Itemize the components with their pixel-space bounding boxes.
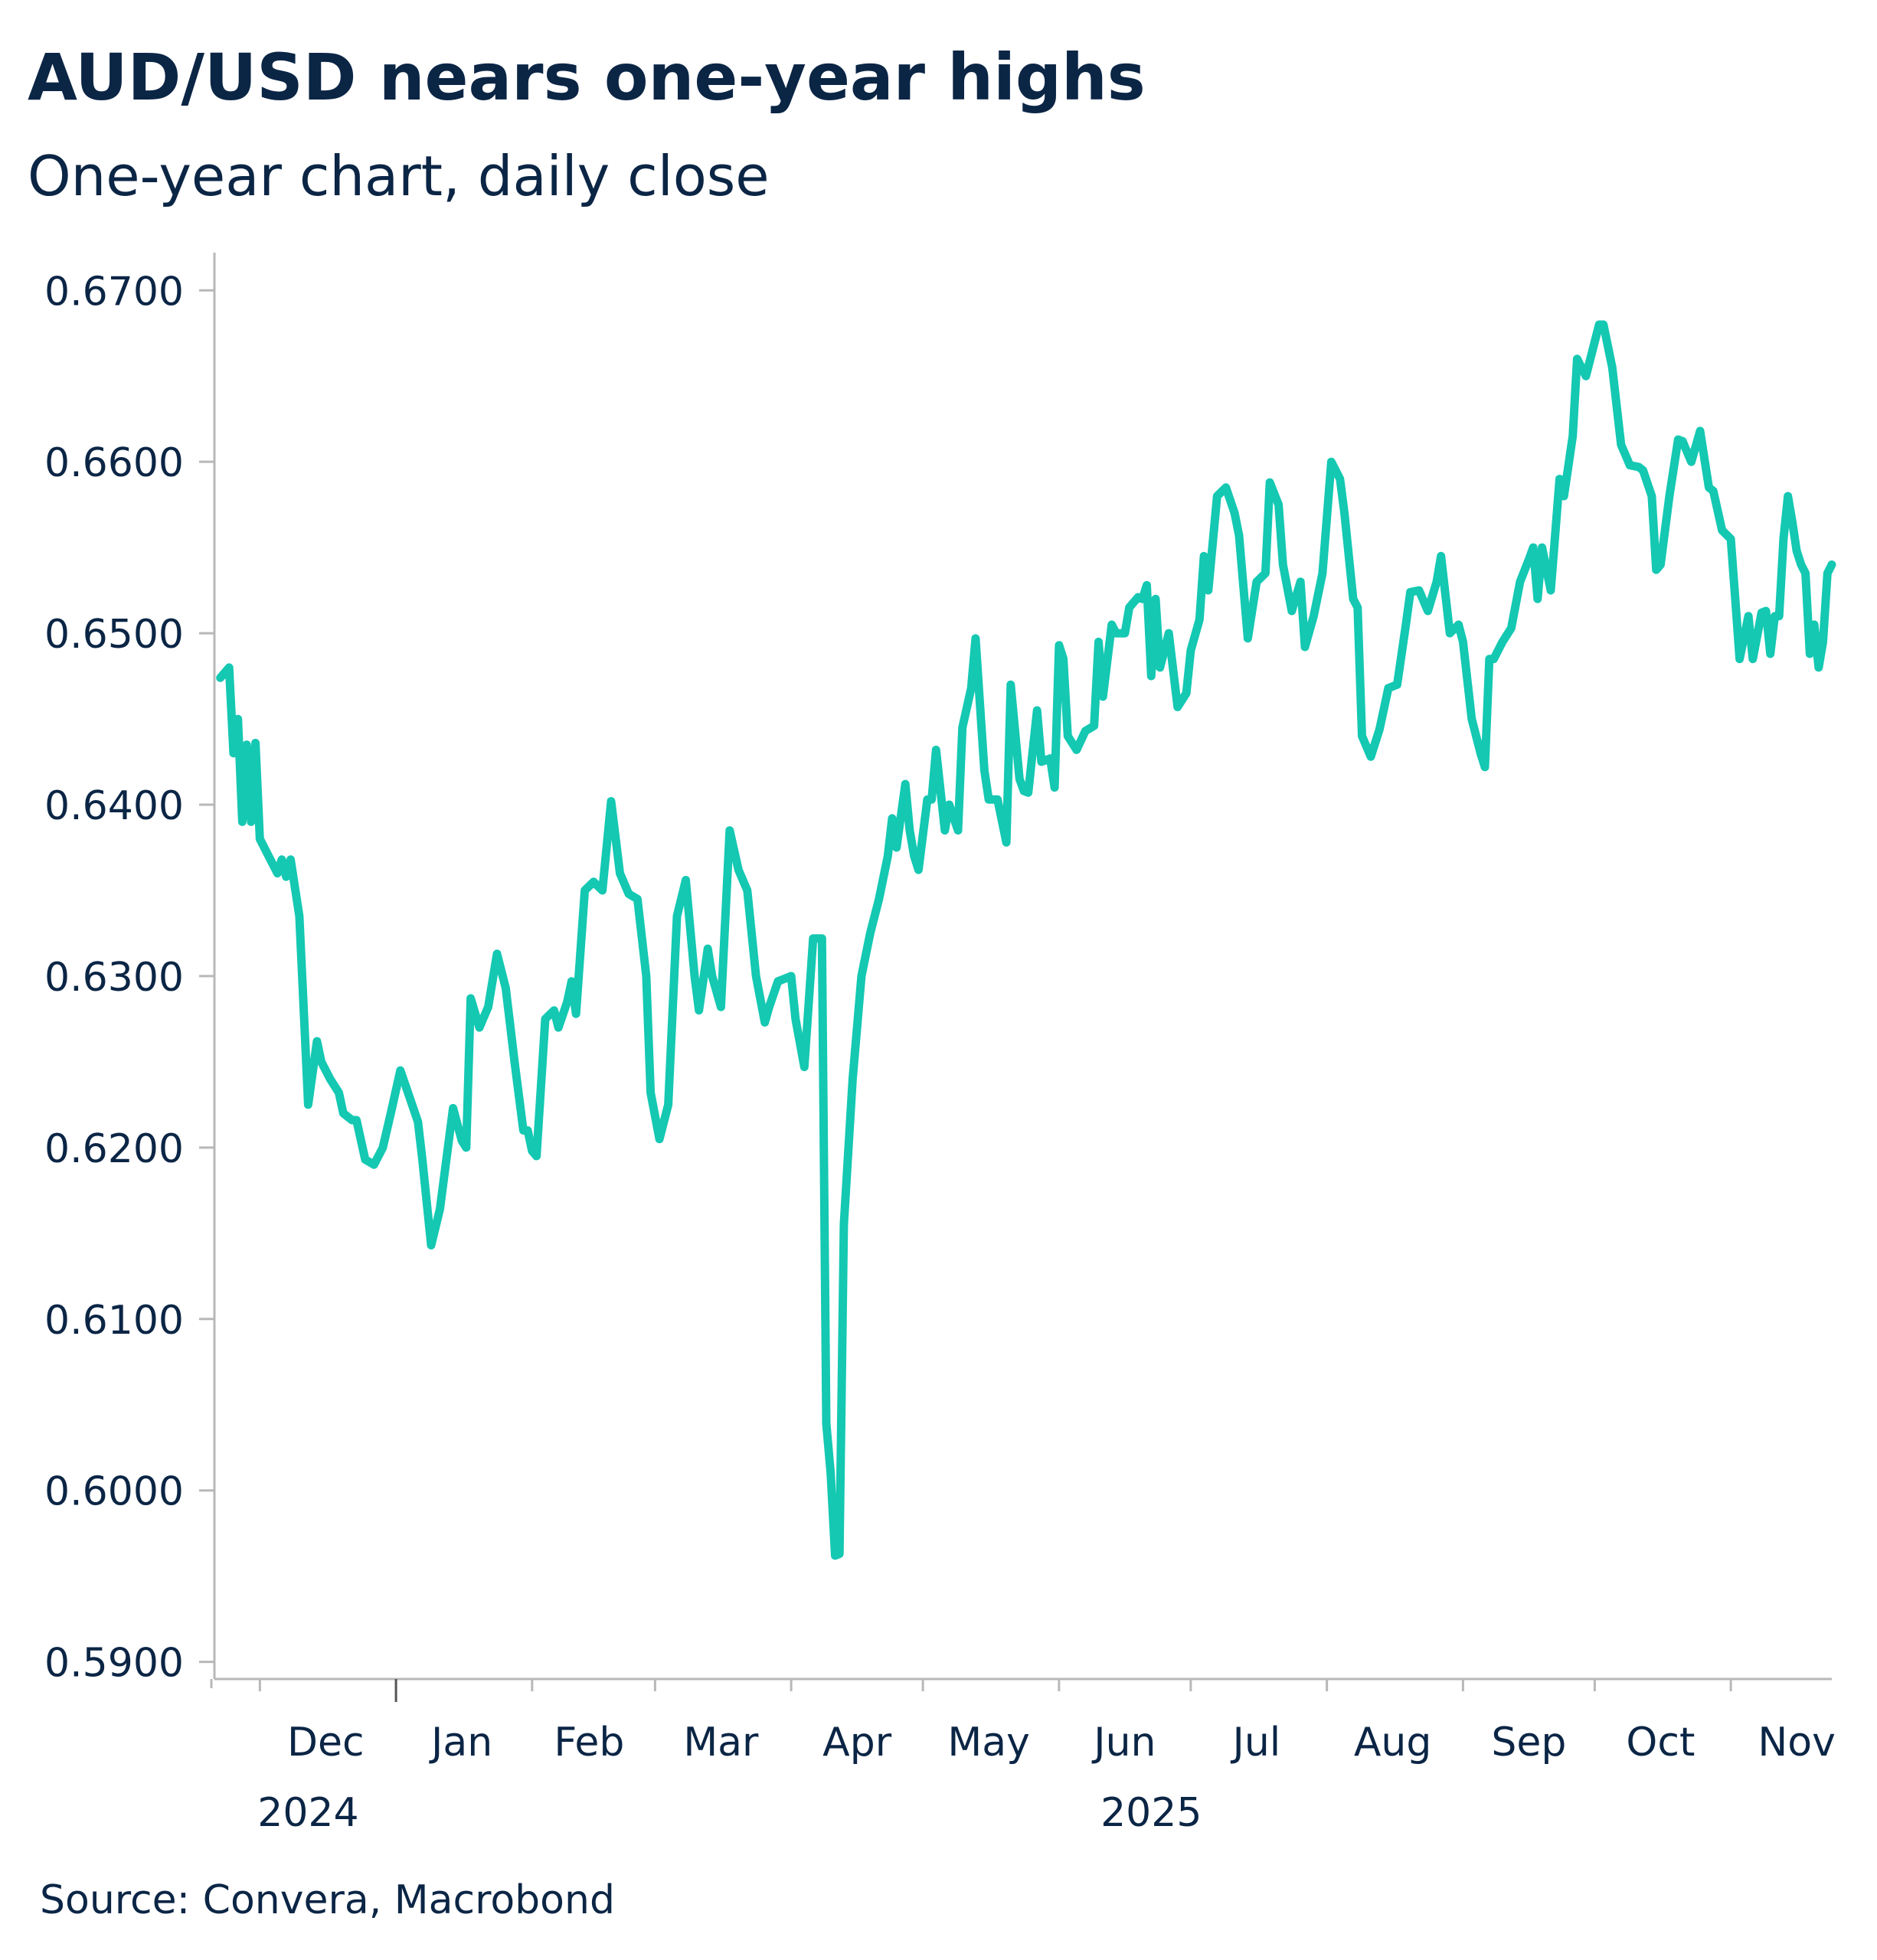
chart-subtitle: One-year chart, daily close xyxy=(28,144,770,208)
y-tick-label: 0.6000 xyxy=(44,1469,184,1515)
x-tick-label: May xyxy=(947,1720,1030,1766)
x-tick-label: Feb xyxy=(554,1720,624,1766)
x-tick-label: Apr xyxy=(822,1720,892,1766)
chart-title: AUD/USD nears one-year highs xyxy=(28,40,1146,115)
y-tick-label: 0.6100 xyxy=(44,1298,184,1344)
y-tick-label: 0.6300 xyxy=(44,955,184,1001)
x-tick-label: Dec xyxy=(287,1720,365,1766)
y-tick-label: 0.6400 xyxy=(44,783,184,829)
source-note: Source: Convera, Macrobond xyxy=(40,1877,615,1923)
y-tick-label: 0.5900 xyxy=(44,1641,184,1687)
x-year-label: 2024 xyxy=(257,1790,358,1836)
x-tick-label: Jul xyxy=(1231,1720,1281,1766)
x-tick-label: Jan xyxy=(429,1720,492,1766)
x-tick-label: Aug xyxy=(1354,1720,1432,1766)
x-tick-label: Oct xyxy=(1626,1720,1695,1766)
x-tick-label: Nov xyxy=(1758,1720,1836,1766)
x-tick-label: Sep xyxy=(1491,1720,1566,1766)
line-chart: 0.5900 0.6000 0.6100 0.6200 0.6300 0.6400 0.65… xyxy=(44,253,1836,1836)
x-tick-label: Mar xyxy=(683,1720,759,1766)
y-tick-label: 0.6500 xyxy=(44,612,184,658)
series-line-0 xyxy=(216,320,1836,1560)
x-axis: Dec Jan Feb Mar Apr May Jun Jul Aug Sep Oct Nov 2024… xyxy=(210,1677,1836,1836)
y-tick-label: 0.6200 xyxy=(44,1126,184,1172)
y-tick-label: 0.6700 xyxy=(44,269,184,315)
x-year-label: 2025 xyxy=(1100,1790,1202,1836)
y-axis: 0.5900 0.6000 0.6100 0.6200 0.6300 0.6400 0.65… xyxy=(44,253,216,1687)
series-group xyxy=(216,320,1836,1560)
y-tick-label: 0.6600 xyxy=(44,440,184,486)
x-tick-label: Jun xyxy=(1091,1720,1156,1766)
